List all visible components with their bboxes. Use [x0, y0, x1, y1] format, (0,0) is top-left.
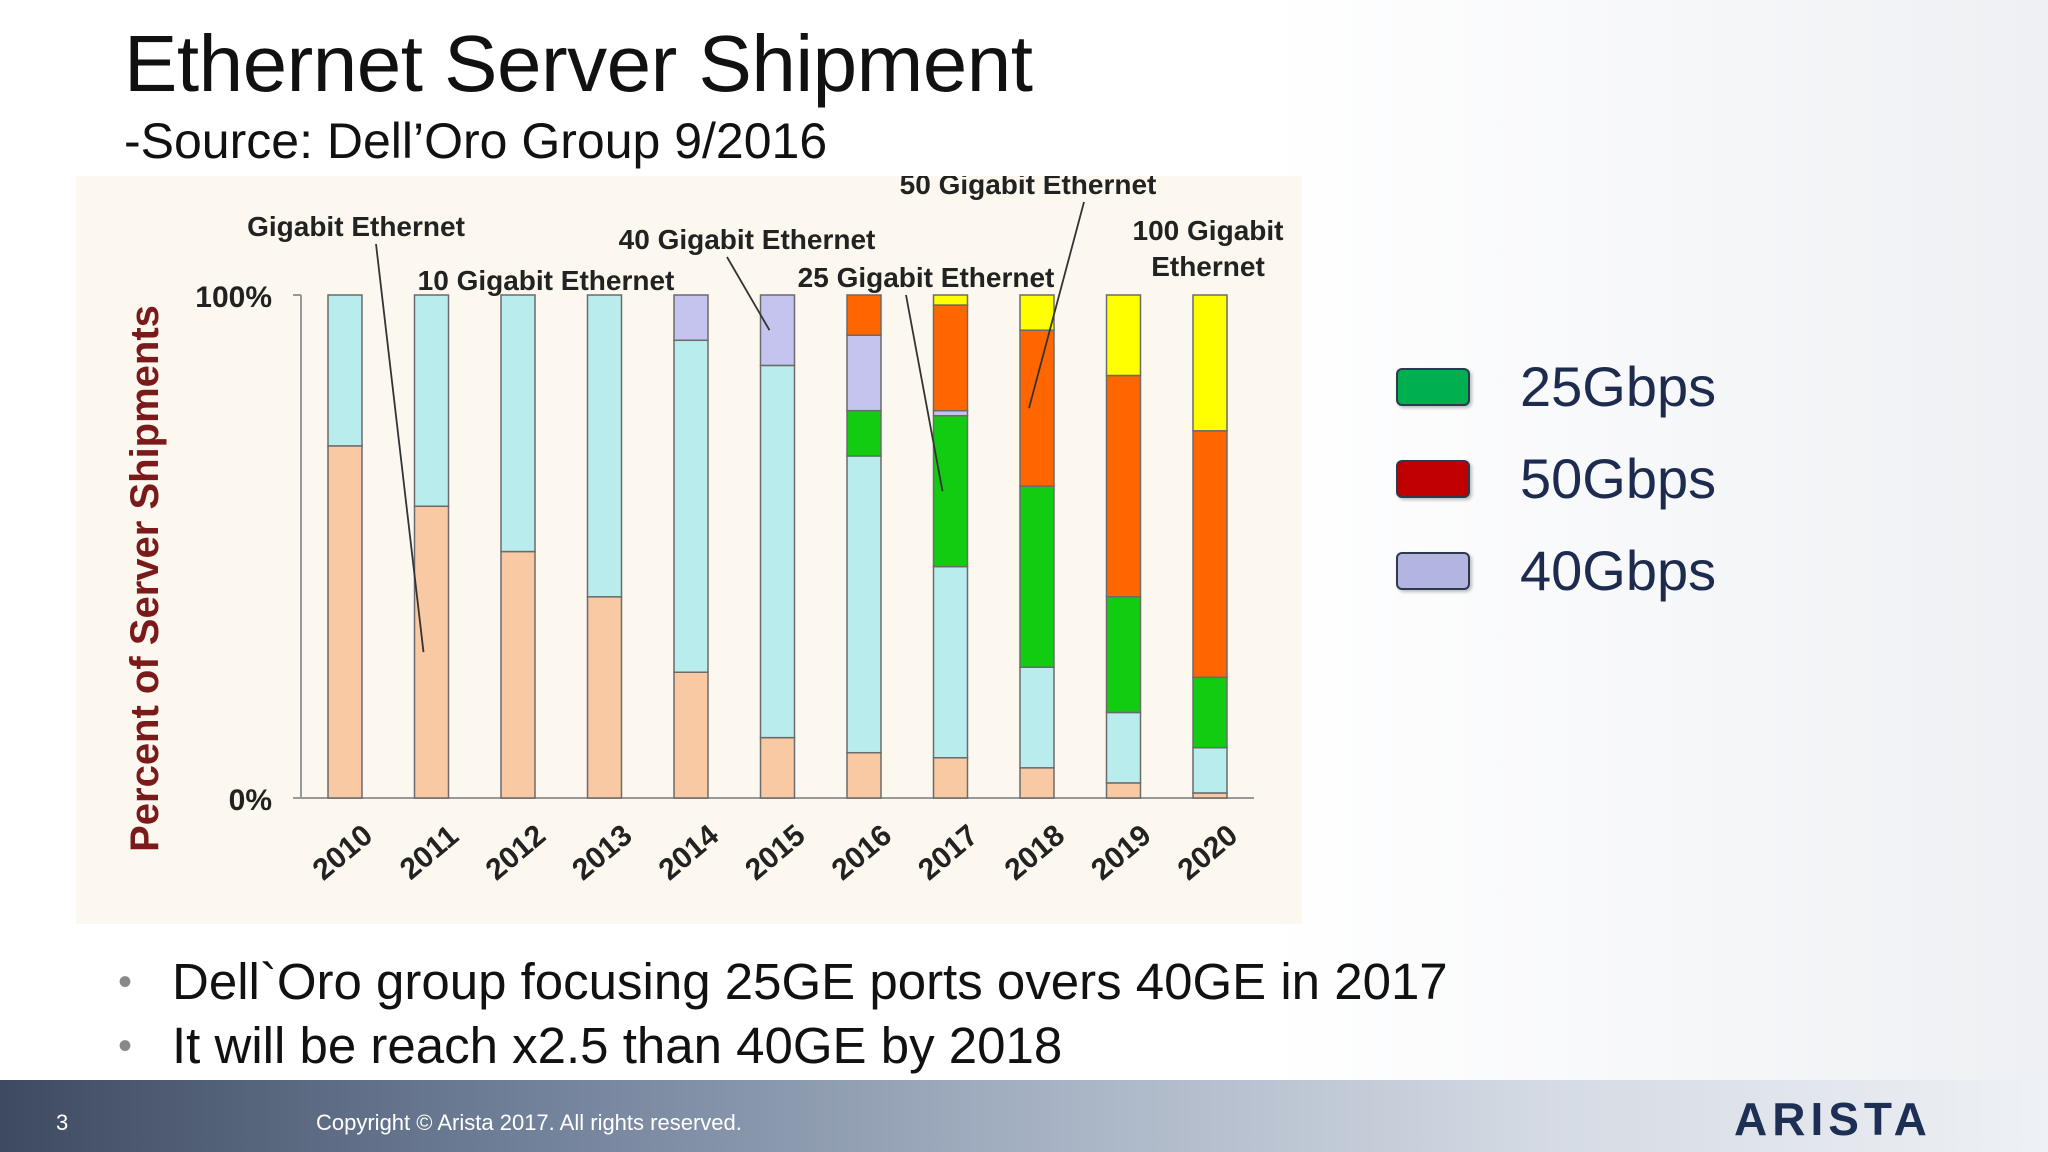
bar-segment-25-gigabit-ethernet-2020: [1192, 676, 1228, 749]
x-tick-label: 2019: [1085, 819, 1157, 887]
bar-segment-50-gigabit-ethernet-2020: [1192, 430, 1228, 679]
annotation-label-10-gigabit-ethernet: 10 Gigabit Ethernet: [418, 265, 675, 296]
bar-segment-gigabit-ethernet-2012: [500, 550, 536, 799]
bar-segment-10-gigabit-ethernet-2019: [1105, 711, 1142, 784]
bar-segment-gigabit-ethernet-2013: [586, 596, 623, 799]
annotation-label-40-gigabit-ethernet: 40 Gigabit Ethernet: [619, 224, 876, 255]
bar-segment-50-gigabit-ethernet-2018: [1019, 329, 1055, 487]
bar-segment-gigabit-ethernet-2016: [846, 751, 882, 799]
legend-label-50gbps: 50Gbps: [1520, 447, 1717, 510]
legend-item-25gbps: 25Gbps: [1394, 355, 1814, 430]
x-tick-label: 2010: [307, 819, 379, 887]
annotation-label-100-gigabit-ethernet: 100 Gigabit Ethernet: [1133, 215, 1284, 282]
bar-segment-10-gigabit-ethernet-2020: [1192, 746, 1228, 794]
bar-segment-gigabit-ethernet-2011: [413, 505, 450, 799]
legend-swatch-40gbps: [1396, 552, 1470, 590]
bar-segment-40-gigabit-ethernet-2016: [846, 334, 882, 412]
bar-segment-10-gigabit-ethernet-2017: [932, 565, 969, 759]
arista-logo: ARISTA: [1734, 1093, 1932, 1145]
bullet-dot-icon: •: [118, 960, 133, 1004]
slide-subtitle: -Source: Dell’Oro Group 9/2016: [124, 113, 828, 169]
annotation-label-25-gigabit-ethernet: 25 Gigabit Ethernet: [798, 262, 1055, 293]
bar-segment-40-gigabit-ethernet-2015: [759, 294, 796, 367]
legend-swatch-25gbps: [1396, 368, 1470, 406]
copyright-text: Copyright © Arista 2017. All rights rese…: [316, 1110, 742, 1135]
bullet-text: It will be reach x2.5 than 40GE by 2018: [172, 1017, 1063, 1074]
bar-segment-10-gigabit-ethernet-2011: [413, 294, 450, 508]
bar-segment-10-gigabit-ethernet-2013: [586, 294, 623, 598]
bar-segment-100-gigabit-ethernet-2019: [1105, 294, 1142, 377]
bar-segment-50-gigabit-ethernet-2016: [846, 294, 882, 336]
x-tick-label: 2018: [999, 819, 1071, 887]
bullet-item: • Dell`Oro group focusing 25GE ports ove…: [118, 950, 1448, 1014]
bar-segment-100-gigabit-ethernet-2017: [932, 294, 969, 306]
annotation-leader-50-gigabit-ethernet: [1028, 201, 1085, 409]
bar-segment-100-gigabit-ethernet-2020: [1192, 294, 1228, 432]
bar-segment-gigabit-ethernet-2017: [932, 757, 969, 799]
bullet-dot-icon: •: [118, 1024, 133, 1068]
x-tick-label: 2011: [394, 819, 465, 886]
x-tick-label: 2014: [653, 818, 726, 886]
bar-segment-10-gigabit-ethernet-2010: [327, 294, 363, 447]
x-tick-label: 2016: [826, 819, 898, 887]
y-tick-label: 100%: [195, 281, 272, 314]
bar-segment-40-gigabit-ethernet-2017: [932, 409, 969, 417]
x-tick-label: 2020: [1172, 819, 1244, 887]
bar-segment-10-gigabit-ethernet-2016: [846, 455, 882, 754]
legend-swatch-50gbps: [1396, 460, 1470, 498]
legend-item-50gbps: 50Gbps: [1394, 447, 1814, 522]
bar-segment-25-gigabit-ethernet-2018: [1019, 485, 1055, 668]
x-tick-label: 2013: [566, 819, 638, 887]
bar-segment-10-gigabit-ethernet-2012: [500, 294, 536, 553]
bar-segment-25-gigabit-ethernet-2016: [846, 409, 882, 457]
bullet-text: Dell`Oro group focusing 25GE ports overs…: [172, 953, 1448, 1010]
annotation-label-50-gigabit-ethernet: 50 Gigabit Ethernet: [900, 176, 1157, 200]
bar-segment-40-gigabit-ethernet-2014: [673, 294, 709, 342]
bar-segment-gigabit-ethernet-2020: [1192, 792, 1228, 799]
slide-title: Ethernet Server Shipment: [124, 19, 1033, 108]
y-axis-label: Percent of Server Shipments: [123, 305, 167, 852]
bar-segment-25-gigabit-ethernet-2019: [1105, 596, 1142, 714]
bar-segment-gigabit-ethernet-2010: [327, 445, 363, 799]
bar-segment-10-gigabit-ethernet-2014: [673, 339, 709, 674]
annotation-leader-gigabit-ethernet: [375, 243, 425, 653]
annotation-leader-25-gigabit-ethernet: [905, 294, 944, 492]
bar-segment-10-gigabit-ethernet-2015: [759, 364, 796, 739]
y-tick-label: 0%: [229, 784, 272, 817]
bullet-list: • Dell`Oro group focusing 25GE ports ove…: [118, 950, 1448, 1078]
legend-label-25gbps: 25Gbps: [1520, 355, 1717, 418]
legend-label-40gbps: 40Gbps: [1520, 539, 1717, 602]
annotation-leader-40-gigabit-ethernet: [726, 256, 771, 331]
footer-bar: [0, 1080, 2048, 1152]
bar-segment-50-gigabit-ethernet-2017: [932, 304, 969, 412]
bullet-item: • It will be reach x2.5 than 40GE by 201…: [118, 1014, 1448, 1078]
bar-segment-gigabit-ethernet-2019: [1105, 782, 1142, 799]
x-tick-label: 2017: [912, 819, 984, 887]
bar-segment-gigabit-ethernet-2015: [759, 736, 796, 799]
bar-segment-50-gigabit-ethernet-2019: [1105, 374, 1142, 598]
bar-segment-10-gigabit-ethernet-2018: [1019, 666, 1055, 769]
bar-segment-gigabit-ethernet-2018: [1019, 767, 1055, 799]
x-tick-label: 2015: [739, 819, 811, 887]
bar-segment-gigabit-ethernet-2014: [673, 671, 709, 799]
x-tick-label: 2012: [480, 819, 552, 887]
legend-item-40gbps: 40Gbps: [1394, 539, 1814, 614]
bar-segment-100-gigabit-ethernet-2018: [1019, 294, 1055, 331]
page-number: 3: [56, 1110, 69, 1135]
annotation-label-gigabit-ethernet: Gigabit Ethernet: [247, 211, 465, 242]
bar-segment-25-gigabit-ethernet-2017: [932, 414, 969, 568]
